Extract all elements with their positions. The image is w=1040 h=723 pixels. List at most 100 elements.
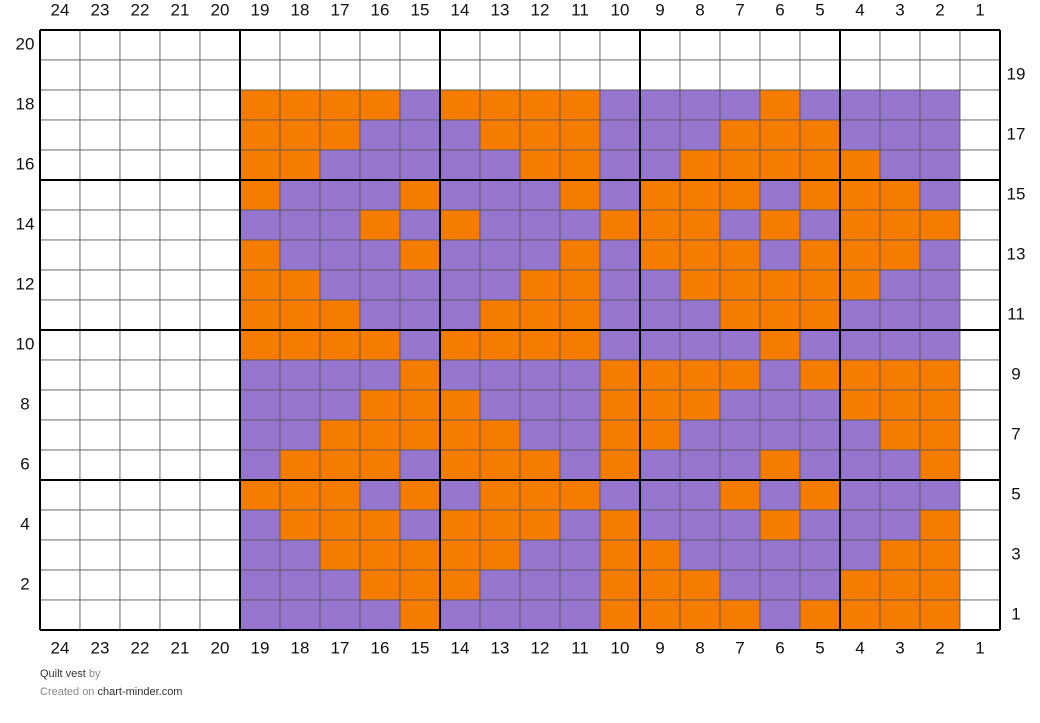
cell — [839, 599, 881, 631]
cell — [559, 389, 601, 421]
cell — [559, 149, 601, 181]
column-label: 16 — [371, 638, 390, 657]
cell — [79, 569, 121, 601]
cell — [39, 569, 81, 601]
cell — [839, 299, 881, 331]
cell — [559, 509, 601, 541]
cell — [639, 29, 681, 61]
cell — [559, 329, 601, 361]
column-label: 22 — [131, 0, 150, 19]
cell — [639, 539, 681, 571]
cell — [599, 569, 641, 601]
cell — [159, 269, 201, 301]
cell — [119, 509, 161, 541]
cell — [839, 29, 881, 61]
cell — [239, 299, 281, 331]
cell — [839, 419, 881, 451]
column-label: 16 — [371, 0, 390, 19]
cell — [439, 179, 481, 211]
cell — [479, 449, 521, 481]
cell — [959, 419, 1001, 451]
cell — [959, 119, 1001, 151]
cell — [319, 209, 361, 241]
cell — [479, 179, 521, 211]
cell — [199, 539, 241, 571]
column-label: 10 — [611, 0, 630, 19]
cell — [559, 179, 601, 211]
cell — [159, 479, 201, 511]
cell — [639, 509, 681, 541]
cell — [519, 269, 561, 301]
column-label: 22 — [131, 638, 150, 657]
cell — [159, 509, 201, 541]
column-label: 3 — [895, 0, 904, 19]
cell — [359, 89, 401, 121]
cell — [319, 119, 361, 151]
row-label: 3 — [1011, 544, 1020, 563]
cell — [199, 359, 241, 391]
cell — [439, 389, 481, 421]
column-label: 21 — [171, 0, 190, 19]
cell — [839, 149, 881, 181]
cell — [959, 329, 1001, 361]
column-label: 10 — [611, 638, 630, 657]
cell — [919, 209, 961, 241]
column-label: 20 — [211, 638, 230, 657]
row-label: 18 — [16, 94, 35, 113]
cell — [479, 89, 521, 121]
cell — [919, 599, 961, 631]
cell — [119, 389, 161, 421]
cell — [319, 89, 361, 121]
cell — [159, 59, 201, 91]
cell — [319, 569, 361, 601]
row-label: 12 — [16, 274, 35, 293]
row-label: 9 — [1011, 364, 1020, 383]
cell — [79, 29, 121, 61]
cell — [399, 149, 441, 181]
cell — [239, 509, 281, 541]
cell — [559, 359, 601, 391]
cell — [759, 329, 801, 361]
cell — [159, 449, 201, 481]
cell — [519, 119, 561, 151]
cell — [839, 359, 881, 391]
cell — [559, 29, 601, 61]
cell — [159, 89, 201, 121]
cell — [879, 359, 921, 391]
cell — [639, 419, 681, 451]
cell — [799, 539, 841, 571]
cell — [719, 479, 761, 511]
cell — [519, 449, 561, 481]
cell — [519, 479, 561, 511]
cell — [559, 209, 601, 241]
cell — [439, 119, 481, 151]
cell — [199, 599, 241, 631]
cell — [279, 59, 321, 91]
cell — [679, 539, 721, 571]
row-label: 16 — [16, 154, 35, 173]
cell — [399, 569, 441, 601]
cell — [399, 329, 441, 361]
cell — [199, 149, 241, 181]
cell — [239, 29, 281, 61]
cell — [959, 539, 1001, 571]
cell — [359, 389, 401, 421]
cell — [39, 359, 81, 391]
cell — [559, 449, 601, 481]
column-label: 4 — [855, 638, 864, 657]
cell — [479, 599, 521, 631]
cell — [279, 239, 321, 271]
cell — [199, 569, 241, 601]
cell — [599, 149, 641, 181]
column-label: 18 — [291, 638, 310, 657]
cell — [639, 329, 681, 361]
cell — [199, 419, 241, 451]
cell — [679, 299, 721, 331]
row-label: 13 — [1007, 244, 1026, 263]
cell — [559, 419, 601, 451]
cell — [799, 89, 841, 121]
cell — [39, 509, 81, 541]
cell — [719, 119, 761, 151]
cell — [199, 209, 241, 241]
cell — [439, 509, 481, 541]
